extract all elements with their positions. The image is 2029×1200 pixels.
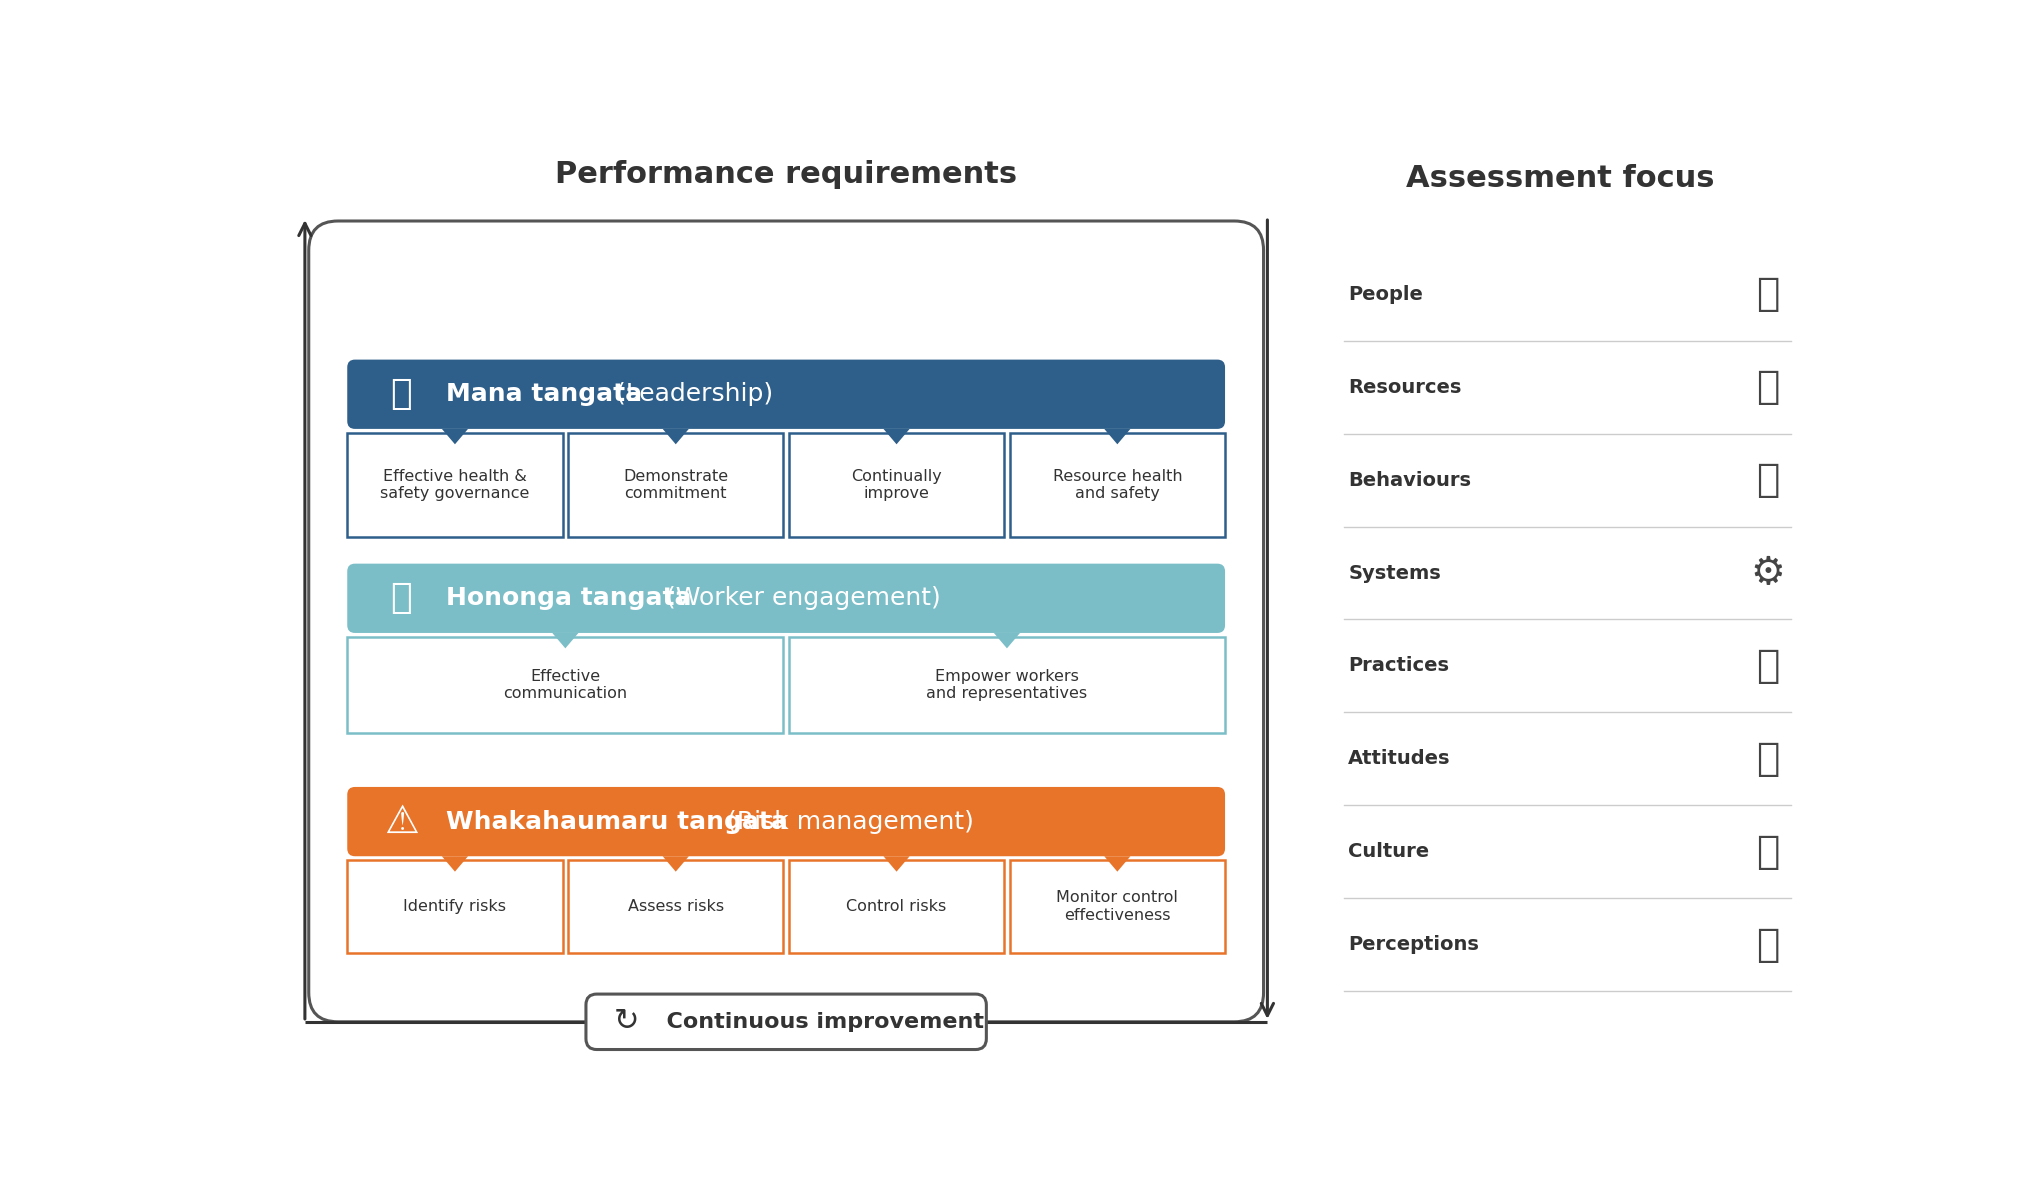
- Text: (Leadership): (Leadership): [607, 383, 773, 407]
- Text: Effective
communication: Effective communication: [503, 668, 627, 701]
- Text: Mana tangata: Mana tangata: [446, 383, 641, 407]
- Text: Performance requirements: Performance requirements: [556, 161, 1017, 190]
- Text: Demonstrate
commitment: Demonstrate commitment: [623, 468, 728, 500]
- Polygon shape: [1104, 857, 1130, 871]
- FancyBboxPatch shape: [1010, 433, 1226, 536]
- Text: Resource health
and safety: Resource health and safety: [1053, 468, 1183, 500]
- Text: Culture: Culture: [1347, 842, 1428, 862]
- Text: Continuous improvement: Continuous improvement: [651, 1012, 984, 1032]
- Text: (Worker engagement): (Worker engagement): [657, 587, 939, 611]
- Text: People: People: [1347, 284, 1422, 304]
- FancyBboxPatch shape: [568, 860, 783, 953]
- Text: Resources: Resources: [1347, 378, 1461, 397]
- Text: 🔭: 🔭: [1757, 925, 1779, 964]
- Text: Control risks: Control risks: [846, 899, 948, 914]
- Text: Practices: Practices: [1347, 656, 1449, 676]
- FancyBboxPatch shape: [347, 433, 562, 536]
- Polygon shape: [663, 857, 688, 871]
- Text: ⚙: ⚙: [1751, 554, 1786, 592]
- Text: Attitudes: Attitudes: [1347, 749, 1451, 768]
- Text: 🤝: 🤝: [390, 581, 412, 616]
- FancyBboxPatch shape: [347, 860, 562, 953]
- FancyBboxPatch shape: [586, 994, 986, 1050]
- Text: 👥: 👥: [390, 377, 412, 412]
- Polygon shape: [883, 428, 909, 444]
- Text: Empower workers
and representatives: Empower workers and representatives: [927, 668, 1088, 701]
- FancyBboxPatch shape: [347, 360, 1226, 428]
- Text: Assess risks: Assess risks: [627, 899, 724, 914]
- Text: ↻: ↻: [613, 1007, 639, 1037]
- FancyBboxPatch shape: [568, 433, 783, 536]
- Polygon shape: [663, 428, 688, 444]
- Text: (Risk management): (Risk management): [718, 810, 974, 834]
- Text: Effective health &
safety governance: Effective health & safety governance: [379, 468, 530, 500]
- Text: 🔧: 🔧: [1757, 368, 1779, 407]
- FancyBboxPatch shape: [789, 860, 1004, 953]
- FancyBboxPatch shape: [308, 221, 1264, 1022]
- Text: ⚠: ⚠: [383, 803, 418, 840]
- Text: Systems: Systems: [1347, 564, 1441, 582]
- FancyBboxPatch shape: [1010, 860, 1226, 953]
- Polygon shape: [883, 857, 909, 871]
- Text: 📋: 📋: [1757, 647, 1779, 685]
- Text: Monitor control
effectiveness: Monitor control effectiveness: [1057, 890, 1179, 923]
- FancyBboxPatch shape: [347, 637, 783, 733]
- Text: Whakahaumaru tangata: Whakahaumaru tangata: [446, 810, 787, 834]
- Text: 👥: 👥: [1757, 275, 1779, 313]
- Text: Perceptions: Perceptions: [1347, 935, 1479, 954]
- FancyBboxPatch shape: [347, 564, 1226, 632]
- Text: Hononga tangata: Hononga tangata: [446, 587, 692, 611]
- Text: Continually
improve: Continually improve: [852, 468, 941, 500]
- Polygon shape: [442, 857, 469, 871]
- Text: Assessment focus: Assessment focus: [1406, 164, 1715, 193]
- Polygon shape: [994, 632, 1021, 648]
- Text: Behaviours: Behaviours: [1347, 470, 1471, 490]
- Text: Identify risks: Identify risks: [404, 899, 507, 914]
- FancyBboxPatch shape: [789, 433, 1004, 536]
- FancyBboxPatch shape: [347, 787, 1226, 857]
- Text: 👍: 👍: [1757, 739, 1779, 778]
- Text: 🧠: 🧠: [1757, 461, 1779, 499]
- Text: 🤝: 🤝: [1757, 833, 1779, 871]
- Polygon shape: [552, 632, 578, 648]
- Polygon shape: [442, 428, 469, 444]
- Polygon shape: [1104, 428, 1130, 444]
- FancyBboxPatch shape: [789, 637, 1226, 733]
